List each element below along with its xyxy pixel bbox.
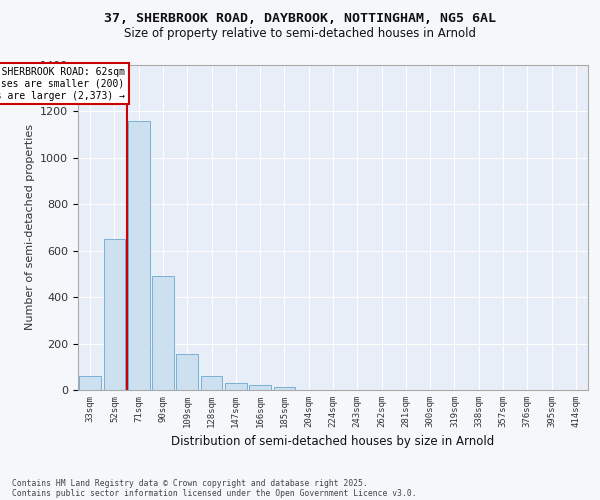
Text: 37, SHERBROOK ROAD, DAYBROOK, NOTTINGHAM, NG5 6AL: 37, SHERBROOK ROAD, DAYBROOK, NOTTINGHAM…	[104, 12, 496, 26]
Bar	[274, 386, 295, 390]
Bar	[176, 354, 198, 390]
Bar	[152, 276, 174, 390]
Bar	[79, 376, 101, 390]
Bar	[128, 120, 149, 390]
Text: Contains HM Land Registry data © Crown copyright and database right 2025.: Contains HM Land Registry data © Crown c…	[12, 478, 368, 488]
Text: 37 SHERBROOK ROAD: 62sqm
← 8% of semi-detached houses are smaller (200)
91% of s: 37 SHERBROOK ROAD: 62sqm ← 8% of semi-de…	[0, 68, 125, 100]
Bar	[104, 239, 125, 390]
Bar	[200, 376, 223, 390]
Bar	[249, 386, 271, 390]
Y-axis label: Number of semi-detached properties: Number of semi-detached properties	[25, 124, 35, 330]
X-axis label: Distribution of semi-detached houses by size in Arnold: Distribution of semi-detached houses by …	[172, 436, 494, 448]
Text: Contains public sector information licensed under the Open Government Licence v3: Contains public sector information licen…	[12, 488, 416, 498]
Text: Size of property relative to semi-detached houses in Arnold: Size of property relative to semi-detach…	[124, 28, 476, 40]
Bar	[225, 383, 247, 390]
